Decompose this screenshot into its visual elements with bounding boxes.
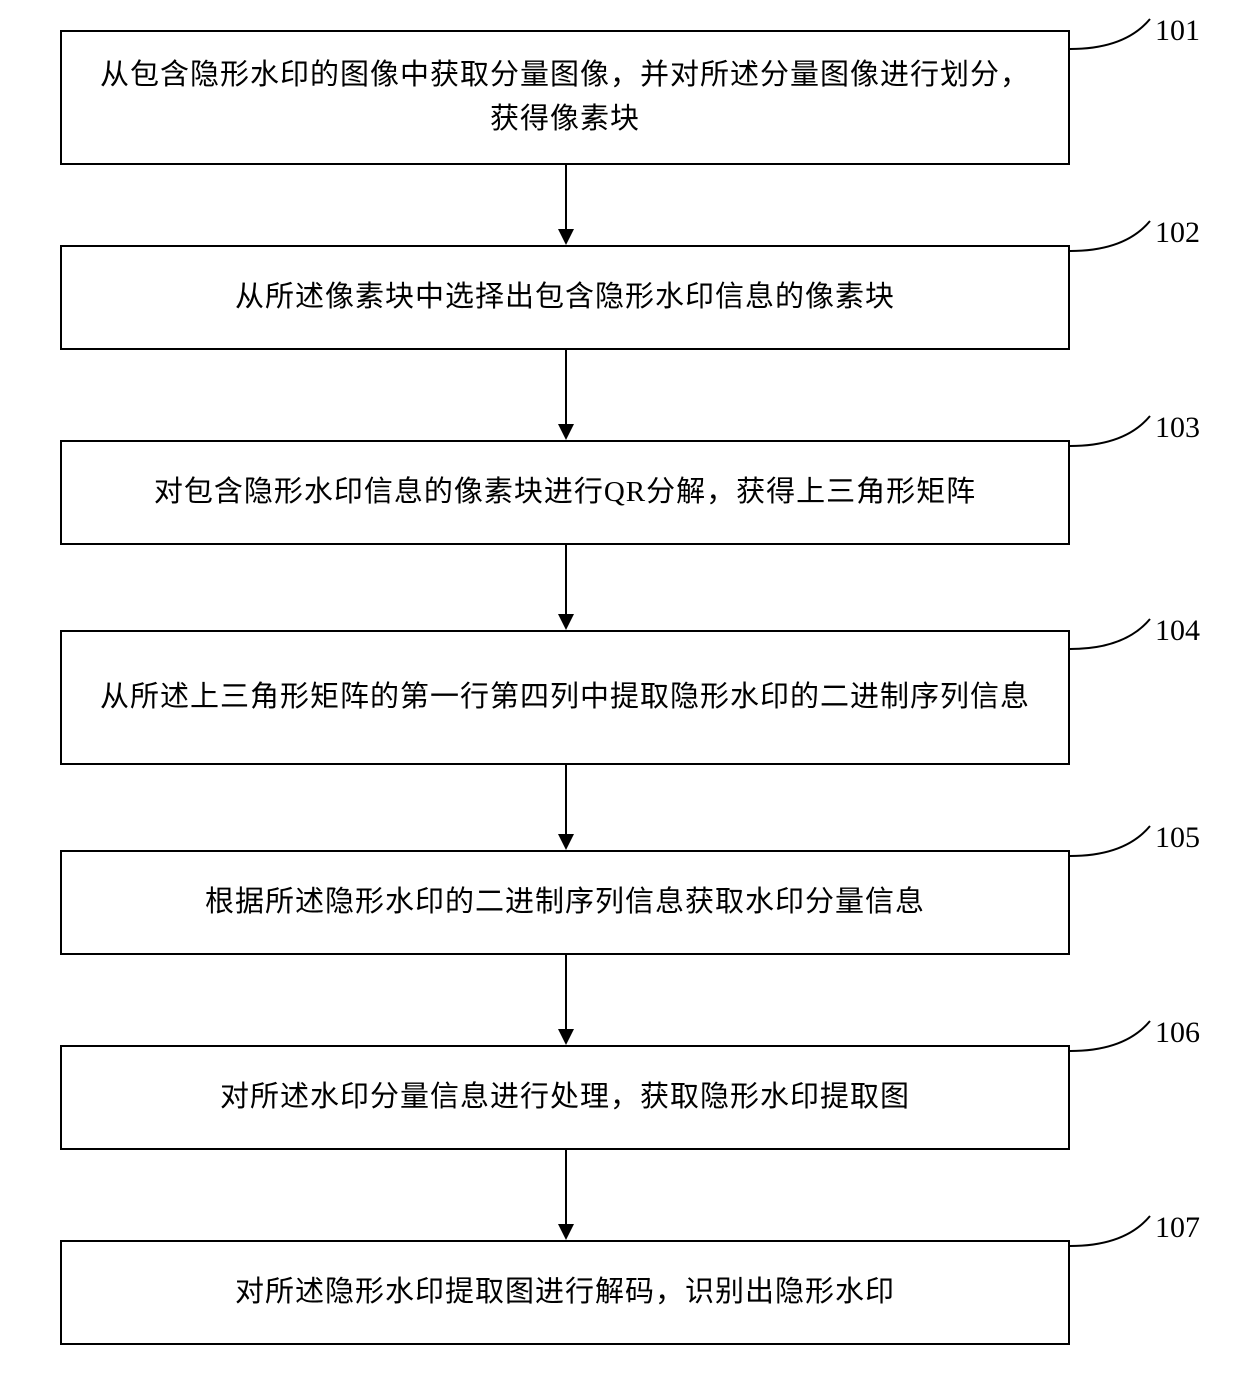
step-text-102: 从所述像素块中选择出包含隐形水印信息的像素块 xyxy=(235,276,895,320)
connector-101 xyxy=(1070,14,1160,64)
connector-104 xyxy=(1070,614,1160,664)
connector-105 xyxy=(1070,821,1160,871)
step-box-105: 根据所述隐形水印的二进制序列信息获取水印分量信息 xyxy=(60,850,1070,955)
step-label-104: 104 xyxy=(1155,614,1200,648)
step-label-105: 105 xyxy=(1155,821,1200,855)
step-box-107: 对所述隐形水印提取图进行解码，识别出隐形水印 xyxy=(60,1240,1070,1345)
step-text-101: 从包含隐形水印的图像中获取分量图像，并对所述分量图像进行划分，获得像素块 xyxy=(92,54,1038,141)
step-label-106: 106 xyxy=(1155,1016,1200,1050)
connector-107 xyxy=(1070,1211,1160,1261)
step-text-106: 对所述水印分量信息进行处理，获取隐形水印提取图 xyxy=(220,1076,910,1120)
connector-106 xyxy=(1070,1016,1160,1066)
step-box-102: 从所述像素块中选择出包含隐形水印信息的像素块 xyxy=(60,245,1070,350)
step-box-106: 对所述水印分量信息进行处理，获取隐形水印提取图 xyxy=(60,1045,1070,1150)
step-text-105: 根据所述隐形水印的二进制序列信息获取水印分量信息 xyxy=(205,881,925,925)
step-box-103: 对包含隐形水印信息的像素块进行QR分解，获得上三角形矩阵 xyxy=(60,440,1070,545)
flowchart-canvas: 从包含隐形水印的图像中获取分量图像，并对所述分量图像进行划分，获得像素块 101… xyxy=(0,0,1240,1382)
step-label-107: 107 xyxy=(1155,1211,1200,1245)
step-label-102: 102 xyxy=(1155,216,1200,250)
step-box-104: 从所述上三角形矩阵的第一行第四列中提取隐形水印的二进制序列信息 xyxy=(60,630,1070,765)
step-text-104: 从所述上三角形矩阵的第一行第四列中提取隐形水印的二进制序列信息 xyxy=(100,676,1030,720)
step-box-101: 从包含隐形水印的图像中获取分量图像，并对所述分量图像进行划分，获得像素块 xyxy=(60,30,1070,165)
connector-102 xyxy=(1070,216,1160,266)
connector-103 xyxy=(1070,411,1160,461)
step-text-107: 对所述隐形水印提取图进行解码，识别出隐形水印 xyxy=(235,1271,895,1315)
step-text-103: 对包含隐形水印信息的像素块进行QR分解，获得上三角形矩阵 xyxy=(154,471,976,515)
step-label-103: 103 xyxy=(1155,411,1200,445)
step-label-101: 101 xyxy=(1155,14,1200,48)
